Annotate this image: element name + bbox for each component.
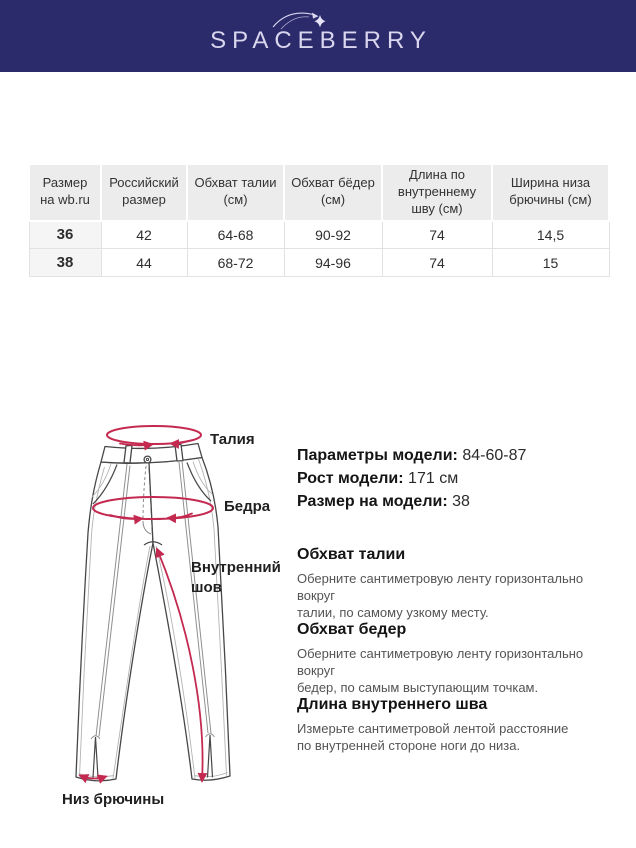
section-title: Длина внутреннего шва (297, 696, 488, 713)
guide-section-inseam: Длина внутреннего шва Измерьте сантиметр… (297, 696, 615, 754)
size-table: Размер на wb.ru Российский размер Обхват… (28, 163, 610, 278)
section-title: Обхват талии (297, 546, 406, 563)
cell-waist: 68-72 (186, 248, 285, 278)
cell-inseam: 74 (381, 220, 493, 250)
section-title: Обхват бедер (297, 621, 407, 638)
model-size-label: Размер на модели: (297, 493, 448, 510)
cell-hem-width: 14,5 (491, 220, 610, 250)
cell-inseam: 74 (381, 248, 493, 278)
hips-label: Бедра (224, 498, 271, 515)
shooting-star-icon (272, 12, 326, 30)
column-header-waist: Обхват талии (см) (186, 163, 285, 222)
brand-logo: SPACEBERRY (210, 17, 432, 55)
cell-hem-width: 15 (491, 248, 610, 278)
waist-ellipse (106, 425, 202, 445)
table-row: 36 42 64-68 90-92 74 14,5 (28, 220, 610, 250)
brand-header: SPACEBERRY (0, 0, 636, 72)
hips-ellipse (92, 496, 214, 520)
column-header-inseam: Длина по внутреннему шву (см) (381, 163, 493, 222)
brand-name: SPACEBERRY (210, 27, 432, 54)
guide-section-waist: Обхват талии Оберните сантиметровую лент… (297, 546, 615, 621)
model-params-row: Параметры модели: 84-60-87 (297, 444, 526, 467)
section-text: Оберните сантиметровую ленту горизонталь… (297, 646, 584, 695)
model-info: Параметры модели: 84-60-87 Рост модели: … (297, 444, 526, 513)
model-params-label: Параметры модели: (297, 447, 458, 464)
section-text: Оберните сантиметровую ленту горизонталь… (297, 571, 584, 620)
section-text: Измерьте сантиметровой лентой расстояние… (297, 721, 569, 753)
guide-section-hips: Обхват бедер Оберните сантиметровую лент… (297, 621, 615, 696)
table-header-row: Размер на wb.ru Российский размер Обхват… (28, 163, 610, 222)
column-header-hem-width: Ширина низа брючины (см) (491, 163, 610, 222)
model-size-value: 38 (452, 493, 470, 510)
column-header-size-wb: Размер на wb.ru (28, 163, 102, 222)
table-row: 38 44 68-72 94-96 74 15 (28, 248, 610, 278)
hem-label: Низ брючины (62, 791, 165, 808)
pants-sketch (75, 442, 231, 782)
cell-size-ru: 42 (100, 220, 188, 250)
cell-size-wb: 36 (28, 220, 102, 250)
model-size-row: Размер на модели: 38 (297, 490, 526, 513)
pants-diagram (75, 425, 231, 784)
cell-hips: 94-96 (283, 248, 383, 278)
cell-size-ru: 44 (100, 248, 188, 278)
model-height-label: Рост модели: (297, 470, 404, 487)
waist-label: Талия (210, 431, 255, 448)
cell-waist: 64-68 (186, 220, 285, 250)
inseam-label: Внутренний шов (191, 559, 281, 596)
column-header-hips: Обхват бёдер (см) (283, 163, 383, 222)
model-params-value: 84-60-87 (462, 447, 527, 464)
hem-width-arrow (78, 774, 108, 784)
column-header-size-ru: Российский размер (100, 163, 188, 222)
inseam-arrow (155, 547, 208, 783)
cell-size-wb: 38 (28, 248, 102, 278)
cell-hips: 90-92 (283, 220, 383, 250)
model-height-value: 171 см (408, 470, 459, 487)
model-height-row: Рост модели: 171 см (297, 467, 526, 490)
